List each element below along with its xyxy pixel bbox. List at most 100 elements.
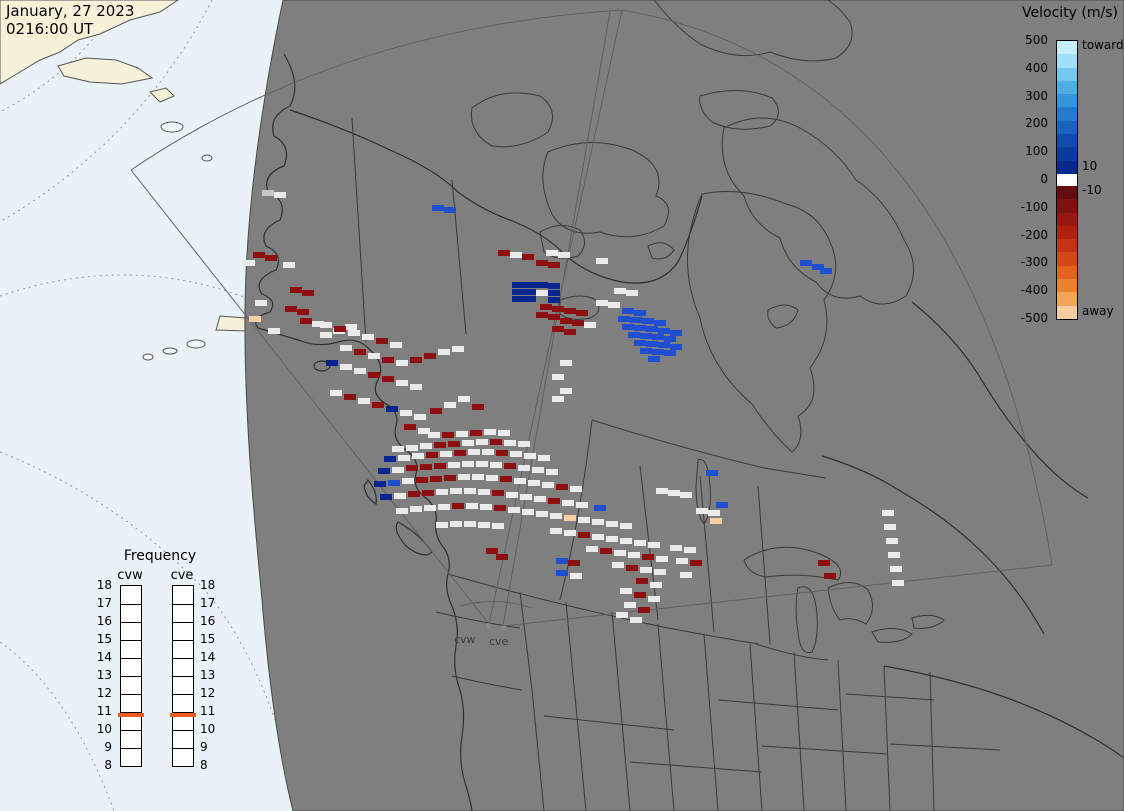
velocity-data-cell — [384, 456, 396, 462]
radar-site-label-cve: cve — [489, 635, 509, 648]
frequency-tick-line — [121, 712, 141, 713]
velocity-data-cell — [620, 588, 632, 594]
velocity-data-cell — [382, 357, 394, 363]
velocity-data-cell — [614, 550, 626, 556]
velocity-data-cell — [512, 282, 524, 288]
velocity-data-cell — [824, 573, 836, 579]
velocity-data-cell — [628, 332, 640, 338]
velocity-data-cell — [368, 372, 380, 378]
velocity-data-cell — [410, 384, 422, 390]
velocity-data-cell — [640, 333, 652, 339]
velocity-data-cell — [650, 582, 662, 588]
radar-site-label-cvw: cvw — [454, 633, 476, 646]
velocity-data-cell — [626, 565, 638, 571]
frequency-tick-line — [173, 712, 193, 713]
velocity-legend-title: Velocity (m/s) — [1022, 5, 1118, 21]
velocity-data-cell — [464, 521, 476, 527]
frequency-tick-label: 8 — [200, 758, 208, 772]
timestamp: January, 27 2023 0216:00 UT — [6, 2, 134, 38]
velocity-data-cell — [454, 450, 466, 456]
velocity-tick-label: 400 — [1025, 60, 1048, 75]
velocity-data-cell — [620, 538, 632, 544]
frequency-legend: Frequency cvw cve 18 18 17 17 16 16 15 15 14 14 13… — [85, 548, 235, 788]
velocity-data-cell — [596, 300, 608, 306]
velocity-data-cell — [402, 478, 414, 484]
velocity-data-cell — [648, 356, 660, 362]
velocity-colorbar-segment-away — [1057, 252, 1077, 266]
velocity-colorbar-segment-toward — [1057, 147, 1077, 161]
velocity-data-cell — [652, 349, 664, 355]
velocity-data-cell — [640, 348, 652, 354]
velocity-data-cell — [320, 332, 332, 338]
velocity-data-cell — [558, 252, 570, 258]
velocity-data-cell — [496, 450, 508, 456]
velocity-data-cell — [670, 545, 682, 551]
velocity-data-cell — [680, 492, 692, 498]
velocity-colorbar-segment-toward — [1057, 80, 1077, 95]
velocity-data-cell — [654, 320, 666, 326]
velocity-data-cell — [886, 538, 898, 544]
velocity-data-cell — [528, 480, 540, 486]
velocity-data-cell — [624, 602, 636, 608]
velocity-data-cell — [818, 560, 830, 566]
velocity-data-cell — [265, 255, 277, 261]
velocity-data-cell — [326, 360, 338, 366]
velocity-data-cell — [664, 350, 676, 356]
velocity-data-cell — [448, 441, 460, 447]
velocity-data-cell — [600, 548, 612, 554]
frequency-marker — [170, 712, 196, 717]
velocity-data-cell — [398, 455, 410, 461]
velocity-data-cell — [536, 260, 548, 266]
frequency-tick-label: 15 — [200, 632, 216, 646]
velocity-data-cell — [478, 489, 490, 495]
frequency-tick-line — [121, 658, 141, 659]
frequency-tick-label: 15 — [96, 632, 112, 646]
velocity-data-cell — [408, 491, 420, 497]
frequency-tick-line — [173, 676, 193, 677]
velocity-data-cell — [536, 312, 548, 318]
velocity-data-cell — [708, 510, 720, 516]
velocity-data-cell — [456, 431, 468, 437]
velocity-data-cell — [470, 430, 482, 436]
velocity-data-cell — [414, 414, 426, 420]
velocity-data-cell — [690, 560, 702, 566]
velocity-colorbar-segment-away — [1057, 199, 1077, 213]
velocity-data-cell — [522, 509, 534, 515]
velocity-data-cell — [564, 308, 576, 314]
velocity-data-cell — [468, 449, 480, 455]
velocity-data-cell — [452, 346, 464, 352]
frequency-tick-label: 18 — [96, 578, 112, 592]
velocity-data-cell — [696, 508, 708, 514]
frequency-tick-label: 12 — [200, 686, 216, 700]
frequency-tick-line — [121, 640, 141, 641]
velocity-data-cell — [592, 534, 604, 540]
velocity-data-cell — [812, 264, 824, 270]
radar-site-dots — [486, 623, 507, 631]
velocity-data-cell — [396, 360, 408, 366]
velocity-colorbar-segment-away — [1057, 225, 1077, 240]
velocity-data-cell — [630, 617, 642, 623]
velocity-data-cell — [524, 289, 536, 295]
velocity-data-cell — [646, 341, 658, 347]
velocity-data-cell — [436, 522, 448, 528]
velocity-colorbar-segment-away — [1057, 239, 1077, 253]
velocity-data-cell — [442, 432, 454, 438]
velocity-colorbar-segment-toward — [1057, 107, 1077, 121]
velocity-data-cell — [510, 252, 522, 258]
velocity-tick-label: -200 — [1020, 227, 1048, 242]
velocity-data-cell — [548, 314, 560, 320]
velocity-data-cell — [634, 340, 646, 346]
velocity-data-cell — [458, 474, 470, 480]
velocity-data-cell — [540, 304, 552, 310]
velocity-data-cell — [430, 408, 442, 414]
velocity-data-cell — [552, 396, 564, 402]
velocity-data-cell — [890, 566, 902, 572]
velocity-data-cell — [888, 552, 900, 558]
velocity-data-cell — [274, 192, 286, 198]
velocity-data-cell — [354, 349, 366, 355]
velocity-colorbar — [1056, 40, 1078, 320]
velocity-data-cell — [654, 569, 666, 575]
velocity-data-cell — [480, 504, 492, 510]
velocity-data-cell — [394, 493, 406, 499]
velocity-data-cell — [882, 510, 894, 516]
